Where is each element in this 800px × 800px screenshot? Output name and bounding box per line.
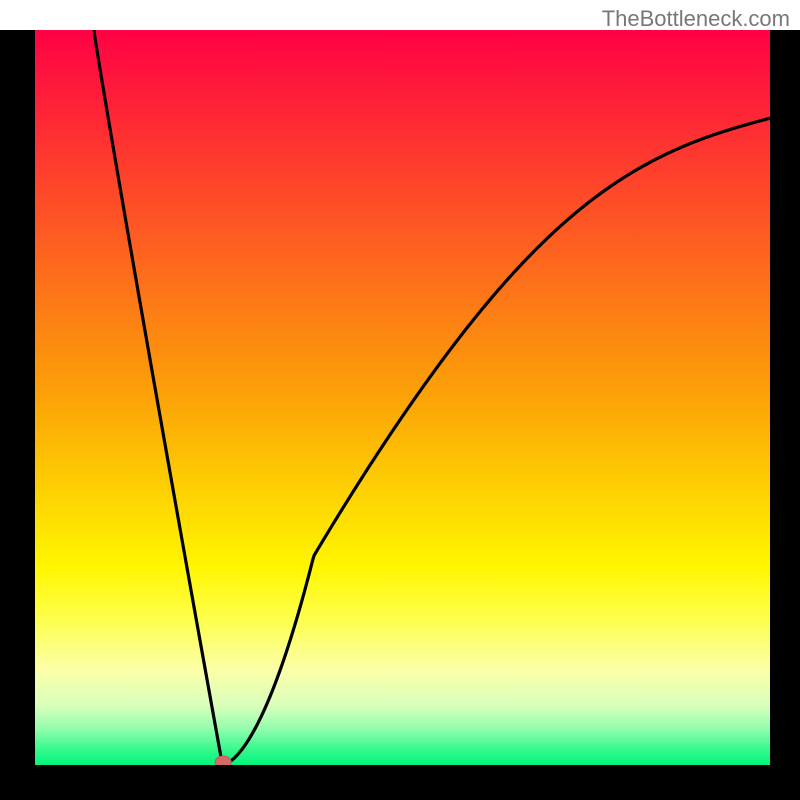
frame-fill [0, 0, 35, 800]
watermark-strip [0, 0, 800, 30]
frame-fill [770, 0, 800, 800]
frame-fill [0, 765, 800, 800]
bottleneck-curve-chart [0, 0, 800, 800]
plot-background [35, 30, 770, 765]
chart-container: TheBottleneck.com [0, 0, 800, 800]
